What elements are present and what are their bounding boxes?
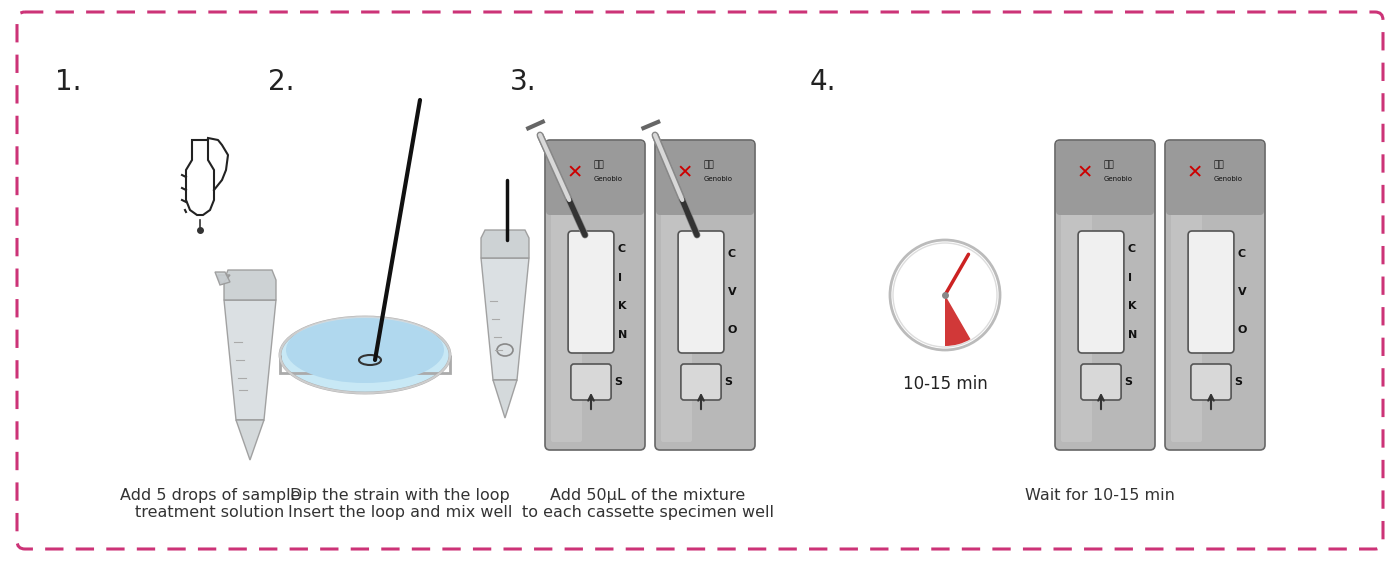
Text: Add 5 drops of sample
treatment solution: Add 5 drops of sample treatment solution [120, 488, 300, 521]
Polygon shape [482, 258, 529, 380]
Text: Genobio: Genobio [594, 176, 622, 182]
FancyBboxPatch shape [1061, 148, 1092, 442]
Text: N: N [1128, 330, 1137, 340]
Text: I: I [617, 273, 622, 283]
Polygon shape [237, 420, 265, 460]
Text: 嘉诺: 嘉诺 [1103, 160, 1114, 169]
FancyBboxPatch shape [1191, 364, 1231, 400]
Ellipse shape [286, 317, 444, 383]
FancyBboxPatch shape [568, 231, 613, 353]
FancyBboxPatch shape [17, 12, 1383, 549]
Text: 嘉诺: 嘉诺 [703, 160, 714, 169]
FancyBboxPatch shape [1165, 140, 1266, 450]
FancyBboxPatch shape [678, 231, 724, 353]
FancyBboxPatch shape [655, 140, 755, 450]
FancyBboxPatch shape [1166, 141, 1264, 215]
Text: I: I [1128, 273, 1131, 283]
FancyBboxPatch shape [680, 364, 721, 400]
Text: Wait for 10-15 min: Wait for 10-15 min [1025, 488, 1175, 503]
FancyBboxPatch shape [571, 364, 610, 400]
Text: C: C [617, 244, 626, 254]
Text: S: S [615, 377, 622, 387]
Text: 嘉诺: 嘉诺 [1214, 160, 1224, 169]
Text: S: S [724, 377, 732, 387]
FancyBboxPatch shape [546, 141, 644, 215]
FancyBboxPatch shape [1056, 140, 1155, 450]
Text: Genobio: Genobio [1103, 176, 1133, 182]
Polygon shape [216, 272, 230, 285]
FancyBboxPatch shape [1170, 148, 1203, 442]
Text: Dip the strain with the loop
Insert the loop and mix well: Dip the strain with the loop Insert the … [288, 488, 512, 521]
Text: Genobio: Genobio [1214, 176, 1242, 182]
Circle shape [893, 243, 997, 347]
Text: S: S [1124, 377, 1133, 387]
Polygon shape [224, 270, 276, 300]
FancyBboxPatch shape [657, 141, 755, 215]
Text: S: S [1235, 377, 1242, 387]
FancyBboxPatch shape [545, 140, 645, 450]
Text: K: K [617, 301, 626, 311]
Wedge shape [945, 295, 970, 346]
Text: 1.: 1. [55, 68, 81, 96]
Text: ✕: ✕ [678, 163, 693, 182]
Text: Genobio: Genobio [703, 176, 732, 182]
Circle shape [890, 240, 1000, 350]
Text: C: C [728, 249, 736, 259]
Text: K: K [1128, 301, 1137, 311]
FancyBboxPatch shape [552, 148, 582, 442]
FancyBboxPatch shape [1189, 231, 1233, 353]
Text: 4.: 4. [811, 68, 837, 96]
Text: O: O [728, 325, 738, 335]
Polygon shape [493, 380, 517, 418]
FancyBboxPatch shape [1056, 141, 1154, 215]
Wedge shape [218, 275, 230, 284]
Text: 3.: 3. [510, 68, 536, 96]
Text: V: V [728, 287, 736, 297]
Text: C: C [1238, 249, 1246, 259]
Text: 2.: 2. [267, 68, 294, 96]
Polygon shape [482, 230, 529, 258]
Text: ✕: ✕ [1187, 163, 1204, 182]
Ellipse shape [280, 317, 449, 393]
Text: Add 50μL of the mixture
to each cassette specimen well: Add 50μL of the mixture to each cassette… [522, 488, 774, 521]
Text: ✕: ✕ [567, 163, 584, 182]
Text: 10-15 min: 10-15 min [903, 375, 987, 393]
Text: 嘉诺: 嘉诺 [594, 160, 603, 169]
Text: O: O [1238, 325, 1247, 335]
Text: C: C [1128, 244, 1135, 254]
Text: N: N [617, 330, 627, 340]
Text: V: V [1238, 287, 1246, 297]
FancyBboxPatch shape [1081, 364, 1121, 400]
Polygon shape [224, 300, 276, 420]
FancyBboxPatch shape [1078, 231, 1124, 353]
Text: ✕: ✕ [1077, 163, 1093, 182]
FancyBboxPatch shape [661, 148, 692, 442]
